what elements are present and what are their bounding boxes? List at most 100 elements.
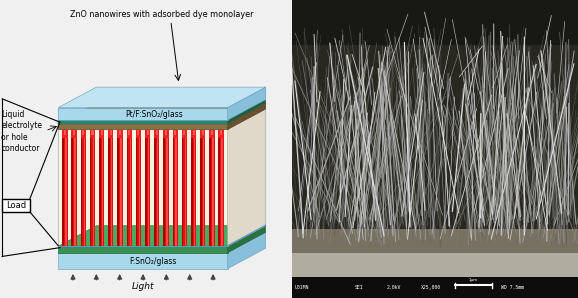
Polygon shape [228,109,266,246]
Bar [119,129,121,135]
Polygon shape [228,87,266,246]
Text: Liquid: Liquid [2,110,25,119]
Polygon shape [58,103,266,124]
Bar [110,129,112,135]
Bar [101,129,103,135]
Bar [173,129,174,246]
Bar [192,129,196,246]
Bar [155,129,160,246]
Bar [211,129,214,246]
Bar [174,129,176,135]
Bar [111,129,113,246]
Bar [110,129,113,246]
Bar [173,129,178,138]
Bar [58,253,228,269]
Bar [145,129,150,138]
Bar [82,129,84,135]
Bar [292,229,578,253]
Bar [84,129,85,246]
Bar [99,129,104,138]
Bar [64,129,68,246]
Text: Pt/F:SnO₂/glass: Pt/F:SnO₂/glass [125,110,183,119]
Bar [157,129,158,246]
Bar [117,129,123,138]
Bar [147,129,150,246]
Bar [58,120,228,124]
Bar [164,129,165,246]
Bar [154,129,160,138]
Text: conductor: conductor [2,144,40,153]
Bar [101,129,104,246]
Bar [82,129,86,246]
Text: Light: Light [132,283,154,291]
Text: 1μm: 1μm [469,277,478,282]
Bar [184,129,186,246]
Bar [102,129,103,246]
Bar [64,129,66,135]
Bar [128,129,130,135]
Bar [73,129,77,246]
Bar [92,129,94,246]
Bar [292,0,578,45]
Bar [58,246,228,253]
Bar [164,129,169,138]
Polygon shape [58,109,266,129]
Bar [212,129,213,246]
Bar [128,129,132,246]
Text: Load: Load [6,201,26,210]
Bar [58,129,228,246]
Bar [145,129,147,246]
Bar [72,129,73,246]
Bar [209,129,211,246]
Bar [99,129,101,246]
Polygon shape [228,232,266,269]
Bar [166,129,168,246]
Bar [138,129,139,135]
Bar [183,129,186,135]
Bar [176,129,177,246]
Polygon shape [58,87,266,108]
Bar [62,129,64,246]
Text: 2.0kV: 2.0kV [386,285,401,290]
Bar [2,199,30,212]
Polygon shape [228,103,266,129]
Bar [72,129,77,138]
Bar [81,129,86,138]
Bar [191,129,192,246]
Bar [136,129,138,246]
Bar [165,129,167,135]
Bar [138,129,141,246]
Bar [191,129,196,138]
Bar [81,129,82,246]
Text: ZnO nanowires with adsorbed dye monolayer: ZnO nanowires with adsorbed dye monolaye… [71,10,254,19]
Bar [183,129,187,246]
Bar [220,129,224,246]
Bar [139,129,140,246]
Bar [58,108,228,246]
Polygon shape [58,226,266,246]
Bar [129,129,131,246]
Bar [90,129,91,246]
Bar [108,129,113,138]
Bar [155,129,158,135]
Bar [194,129,195,246]
Bar [58,108,228,120]
Text: F:SnO₂/glass: F:SnO₂/glass [129,257,176,266]
Polygon shape [228,100,266,124]
Bar [117,129,119,246]
Text: SEI: SEI [355,285,364,290]
Bar [202,129,204,135]
Polygon shape [228,87,266,120]
Bar [147,129,149,135]
Bar [200,129,202,246]
Bar [73,129,75,135]
Bar [211,129,213,135]
Bar [192,129,195,135]
Bar [203,129,204,246]
Bar [221,129,223,246]
Bar [154,129,155,246]
Polygon shape [228,226,266,253]
Bar [91,129,95,246]
Bar [108,129,110,246]
Bar [220,129,222,135]
